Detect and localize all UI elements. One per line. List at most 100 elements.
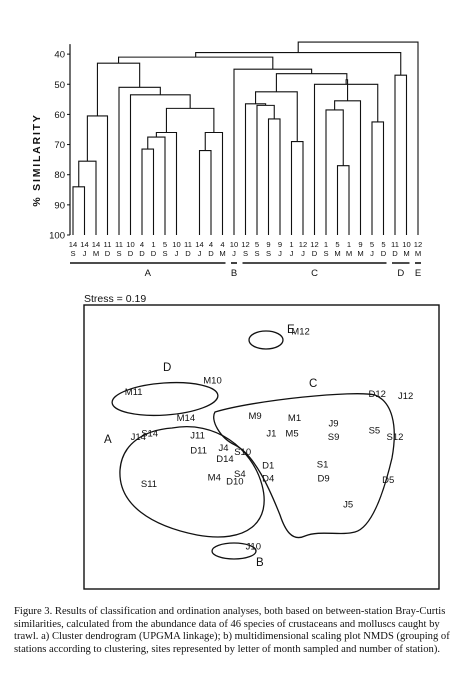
site-label: J1 xyxy=(266,428,276,439)
leaf-station-number: 9 xyxy=(358,240,362,249)
leaf-station-number: 5 xyxy=(163,240,167,249)
group-label-E: E xyxy=(287,324,295,336)
site-label: D9 xyxy=(318,474,330,485)
site-label: S9 xyxy=(328,432,340,443)
leaf-month-letter: D xyxy=(312,249,318,258)
group-outline-C xyxy=(213,393,395,539)
dendrogram-link xyxy=(233,68,313,235)
leaf-station-number: 10 xyxy=(402,240,410,249)
leaf-station-number: 1 xyxy=(347,240,351,249)
dendrogram-link xyxy=(86,115,109,235)
leaf-month-letter: D xyxy=(128,249,134,258)
leaf-month-letter: S xyxy=(243,249,248,258)
leaf-month-letter: M xyxy=(93,249,99,258)
leaf-station-number: 4 xyxy=(209,240,213,249)
group-bracket-label: A xyxy=(145,268,152,279)
leaf-station-number: 12 xyxy=(310,240,318,249)
dendrogram-link xyxy=(72,186,86,235)
dendrogram-link xyxy=(195,52,402,76)
dendrogram-link xyxy=(244,103,267,235)
site-label: S11 xyxy=(141,479,157,490)
leaf-station-number: 10 xyxy=(230,240,238,249)
leaf-station-number: 4 xyxy=(140,240,144,249)
site-label: M5 xyxy=(285,428,298,439)
site-label: S10 xyxy=(234,447,251,458)
leaf-station-number: 1 xyxy=(324,240,328,249)
site-label: D5 xyxy=(382,475,394,486)
group-label-C: C xyxy=(309,378,317,390)
y-tick-label: 70 xyxy=(54,140,65,151)
leaf-station-number: 5 xyxy=(255,240,259,249)
group-label-B: B xyxy=(256,557,264,569)
leaf-month-letter: S xyxy=(254,249,259,258)
site-label: J14 xyxy=(131,432,146,443)
dendrogram-link xyxy=(371,121,385,235)
leaf-month-letter: J xyxy=(198,249,202,258)
leaf-station-number: 14 xyxy=(69,240,77,249)
site-label: M12 xyxy=(291,326,309,337)
leaf-month-letter: M xyxy=(357,249,363,258)
dendrogram-link xyxy=(267,118,281,235)
leaf-station-number: 10 xyxy=(126,240,134,249)
y-tick-label: 90 xyxy=(54,200,65,211)
leaf-station-number: 5 xyxy=(381,240,385,249)
site-label: D12 xyxy=(369,389,386,400)
leaf-station-number: 14 xyxy=(80,240,88,249)
dendrogram-link xyxy=(78,160,97,235)
leaf-station-number: 12 xyxy=(414,240,422,249)
site-label: J5 xyxy=(343,500,353,511)
dendrogram-link xyxy=(141,148,155,235)
site-label: D4 xyxy=(262,474,274,485)
group-outline-D xyxy=(111,381,219,417)
dendrogram-y-axis-label: % SIMILARITY xyxy=(31,113,43,206)
site-label: M4 xyxy=(208,473,221,484)
dendrogram-link xyxy=(118,56,274,70)
site-label: S5 xyxy=(369,426,381,437)
leaf-month-letter: D xyxy=(139,249,145,258)
leaf-station-number: 11 xyxy=(104,240,112,249)
group-bracket-label: D xyxy=(397,268,404,279)
dendrogram-link xyxy=(290,140,304,235)
leaf-month-letter: D xyxy=(151,249,157,258)
dendrogram-link xyxy=(129,94,191,235)
site-label: S14 xyxy=(141,428,158,439)
leaf-month-letter: D xyxy=(105,249,111,258)
leaf-station-number: 5 xyxy=(370,240,374,249)
leaf-month-letter: D xyxy=(392,249,398,258)
dendrogram-y-axis: 40 50 60 70 80 90 100 xyxy=(49,44,71,242)
leaf-station-number: 1 xyxy=(151,240,155,249)
y-tick-label: 60 xyxy=(54,110,65,121)
leaf-station-number: 12 xyxy=(299,240,307,249)
leaf-month-letter: M xyxy=(346,249,352,258)
y-tick-label: 40 xyxy=(54,50,65,61)
leaf-station-number: 11 xyxy=(391,240,399,249)
leaf-month-letter: S xyxy=(70,249,75,258)
group-bracket-label: C xyxy=(311,268,318,279)
site-label: J10 xyxy=(246,541,261,552)
group-outline-E xyxy=(248,330,284,350)
dendrogram-link xyxy=(325,109,344,235)
dendrogram-link xyxy=(198,150,212,235)
leaf-month-letter: J xyxy=(83,249,87,258)
site-label: S1 xyxy=(317,459,329,470)
leaf-station-number: 9 xyxy=(278,240,282,249)
leaf-station-number: 14 xyxy=(92,240,100,249)
dendrogram-link xyxy=(336,165,350,235)
leaf-month-letter: D xyxy=(381,249,387,258)
leaf-station-number: 5 xyxy=(335,240,339,249)
leaf-month-letter: S xyxy=(266,249,271,258)
group-label-D: D xyxy=(163,362,171,374)
site-label: M14 xyxy=(177,413,195,424)
dendrogram-link xyxy=(147,136,166,235)
site-label: D10 xyxy=(226,476,243,487)
leaf-month-letter: S xyxy=(162,249,167,258)
group-label-A: A xyxy=(104,434,112,446)
leaf-month-letter: M xyxy=(403,249,409,258)
dendrogram-link xyxy=(204,131,224,235)
dendrogram-link xyxy=(297,41,419,235)
leaf-month-letter: M xyxy=(334,249,340,258)
group-bracket-label: E xyxy=(415,268,421,279)
leaf-month-letter: J xyxy=(175,249,179,258)
